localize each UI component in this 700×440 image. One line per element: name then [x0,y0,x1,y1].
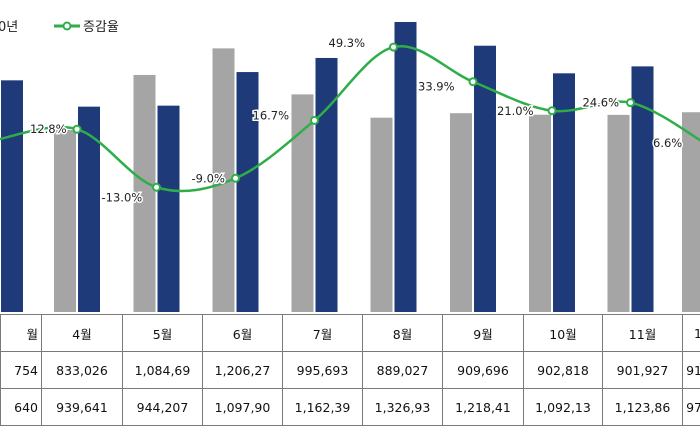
table-header-cell: 11월 [602,314,683,352]
growth-line [0,44,700,193]
bar-series-a [529,114,551,312]
table-header-cell: 월 [0,314,42,352]
table-header-cell: 6월 [202,314,283,352]
table-cell: 640 [0,388,42,426]
table-header-cell: 8월 [362,314,443,352]
bar-series-b [631,66,654,313]
bar-series-a [682,112,700,312]
table-cell: 901,927 [602,351,683,389]
bar-series-a [370,117,393,312]
growth-data-label: 21.0% [497,104,534,118]
growth-marker [310,115,319,125]
table-header-cell: 4월 [41,314,123,352]
table-cell: 1,326,93 [362,388,443,426]
bar-series-a [450,113,472,313]
table-cell: 1,218,41 [442,388,524,426]
growth-data-label: 33.9% [418,80,455,94]
table-header-cell: 1 [682,314,700,352]
growth-marker [231,173,240,183]
table-cell: 944,207 [122,388,203,426]
legend-series-label: 0년 [0,20,18,35]
bar-series-a [54,129,76,312]
table-cell: 1,162,39 [282,388,363,426]
table-cell: 1,123,86 [602,388,683,426]
table-cell: 1,092,13 [523,388,603,426]
legend: 0년 증감율 [0,20,119,35]
growth-data-label: -9.0% [192,171,225,185]
legend-growth-label: 증감율 [83,20,119,35]
table-cell: 939,641 [41,388,123,426]
growth-marker [547,106,557,116]
table-cell: 754 [0,351,42,389]
table-cell: 1,097,90 [202,388,283,426]
table-header-cell: 9월 [442,314,524,352]
legend-growth-marker-icon [62,21,72,31]
bar-series-b [1,80,23,313]
table-cell: 1,206,27 [202,351,283,389]
table-cell: 974 [682,388,700,426]
bar-series-b [157,105,180,312]
bar-line-chart: 0년 증감율 12.8% -13.0% -9.0% 16.7% 49.3% 33.9% 21… [0,20,700,313]
table-header-cell: 10월 [523,314,603,352]
table-header-cell: 7월 [282,314,363,352]
bar-series-b [236,72,259,312]
bar-series-b [553,73,575,312]
growth-data-label: 12.8% [30,122,67,136]
growth-marker [468,77,478,87]
bar-series-b [315,57,338,313]
growth-marker [626,98,635,108]
table-header-cell: 5월 [122,314,203,352]
table-cell: 833,026 [41,351,123,389]
table-cell: 995,693 [282,351,363,389]
growth-data-label: 6.6% [653,136,682,150]
growth-data-label: -13.0% [102,190,143,204]
table-row: 754 833,026 1,084,69 1,206,27 995,693 889,027… [0,351,700,389]
table-header-row: 월4월5월6월7월8월9월10월11월1 [0,314,700,352]
bars-layer [1,22,700,313]
growth-marker [389,42,398,52]
growth-marker [152,182,161,192]
table-row: 640 939,641 944,207 1,097,90 1,162,39 1,326,9… [0,388,700,426]
bar-series-a [212,48,235,313]
bar-series-a [133,74,156,312]
bar-series-b [78,106,100,313]
data-table: 월4월5월6월7월8월9월10월11월1754833,0261,084,691,… [0,314,700,426]
bar-series-b [474,45,496,312]
table-cell: 1,084,69 [122,351,203,389]
table-cell: 889,027 [362,351,443,389]
table-cell: 914 [682,351,700,389]
growth-data-label: 16.7% [253,108,290,122]
growth-data-label: 24.6% [583,96,620,110]
growth-line-layer: 12.8% -13.0% -9.0% 16.7% 49.3% 33.9% 21.0% 24.6… [0,35,700,206]
bar-series-a [291,94,314,312]
table-cell: 909,696 [442,351,524,389]
growth-data-label: 49.3% [329,36,366,50]
table-cell: 902,818 [523,351,603,389]
growth-marker [72,124,82,134]
bar-series-b [394,22,417,312]
bar-series-a [607,114,630,312]
